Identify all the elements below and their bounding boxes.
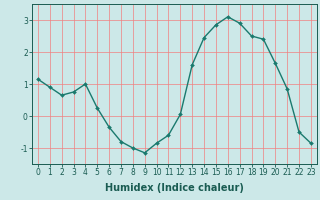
X-axis label: Humidex (Indice chaleur): Humidex (Indice chaleur) [105,183,244,193]
